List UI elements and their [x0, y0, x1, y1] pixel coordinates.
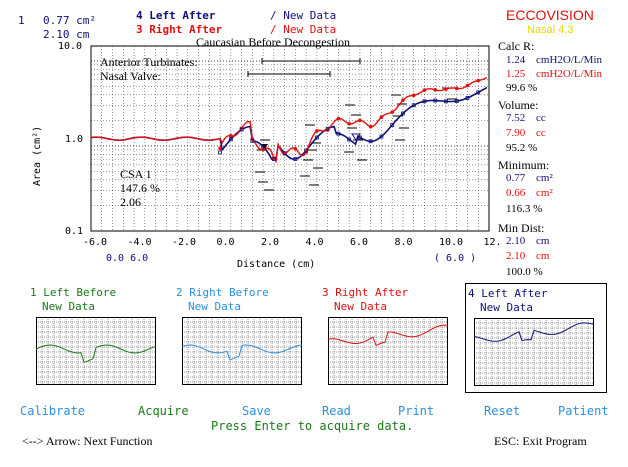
ref-anterior-label: Anterior Turbinates: — [100, 55, 198, 69]
minimum-left-unit: cm² — [536, 172, 553, 184]
tick-marks — [255, 87, 457, 191]
status-prompt: Press Enter to acquire data. — [211, 419, 414, 433]
minimum-pct: 116.3 % — [506, 203, 543, 215]
min-dist-label: Min Dist: — [498, 221, 545, 235]
fkey-read-button[interactable]: Read — [322, 404, 351, 418]
volume-pct: 95.2 % — [506, 142, 538, 154]
plot-series — [90, 76, 488, 164]
calc-r-label: Calc R: — [498, 39, 535, 53]
x-sub-right: ( 6.0 ) — [434, 253, 477, 264]
volume-label: Volume: — [498, 98, 539, 112]
legend-left-after: 4 Left After — [136, 9, 216, 22]
calc-r-left-unit: cmH2O/L/Min — [536, 54, 602, 66]
thumbnail-subtitle: New Data — [188, 300, 241, 313]
calc-r-left: 1.24 — [506, 54, 526, 66]
minimum-left: 0.77 — [506, 172, 526, 184]
x-tick-label: 0.0 — [216, 237, 235, 248]
nav-hint: <--> Arrow: Next Function — [22, 434, 153, 448]
plot-frame — [90, 45, 490, 232]
plot-title: Caucasian Before Decongestion — [196, 35, 350, 49]
legend-right-after: 3 Right After — [136, 23, 223, 36]
thumbnail-title: 4 Left After — [468, 287, 548, 300]
thumbnail-title: 3 Right After — [322, 286, 409, 299]
minimum-right-unit: cm² — [536, 187, 553, 199]
min-dist-left-unit: cm — [536, 235, 550, 247]
legend-new-data-left: / New Data — [270, 9, 337, 22]
y-tick-01: 0.1 — [65, 226, 84, 237]
y-tick-1: 1.0 — [65, 134, 84, 145]
x-tick-label: 4.0 — [305, 237, 324, 248]
fkey-reset-button[interactable]: Reset — [484, 404, 521, 418]
min-dist-pct: 100.0 % — [506, 266, 543, 278]
calc-r-right-unit: cmH2O/L/Min — [536, 68, 602, 80]
csa-pct: 147.6 % — [120, 181, 160, 195]
volume-left-unit: cc — [536, 112, 546, 124]
x-tick-label: 2.0 — [261, 237, 280, 248]
minimum-right: 0.66 — [506, 187, 526, 199]
y-axis-label: Area (cm²) — [32, 125, 43, 186]
calc-r-right: 1.25 — [506, 68, 526, 80]
thumbnail-subtitle: New Data — [42, 300, 95, 313]
min-dist-right-unit: cm — [536, 250, 550, 262]
fkey-calibrate-button[interactable]: Calibrate — [20, 404, 86, 418]
x-tick-label: -6.0 — [83, 237, 108, 248]
scale-top-value: 0.77 cm² — [43, 14, 96, 27]
thumbnail-panel-4[interactable]: 4 Left After New Data — [465, 283, 607, 393]
thumbnail-subtitle: New Data — [334, 300, 387, 313]
fkey-save-button[interactable]: Save — [242, 404, 271, 418]
calc-r-pct: 99.6 % — [506, 82, 538, 94]
app-version: Nasal 4.3 — [527, 24, 574, 36]
x-tick-label: -4.0 — [127, 237, 152, 248]
x-tick-label: 10.0 — [439, 237, 464, 248]
scale-bottom-value: 2.10 cm — [43, 28, 90, 41]
thumbnail-chart — [36, 317, 156, 385]
fkey-print-button[interactable]: Print — [398, 404, 435, 418]
min-dist-left: 2.10 — [506, 235, 526, 247]
csa-value: 2.06 — [120, 195, 141, 209]
x-tick-label: 8.0 — [394, 237, 413, 248]
x-tick-label: 12. — [483, 237, 502, 248]
y-tick-10: 10.0 — [58, 41, 83, 52]
volume-left: 7.52 — [506, 112, 526, 124]
x-sub-left: 0.0 6.0 — [106, 253, 149, 264]
thumbnail-panel-1[interactable]: 1 Left Before New Data — [28, 283, 168, 391]
x-tick-label: 6.0 — [350, 237, 369, 248]
minimum-label: Minimum: — [498, 158, 550, 172]
plot-grid — [90, 46, 489, 231]
x-axis-label: Distance (cm) — [237, 259, 316, 270]
app-name: ECCOVISION — [506, 7, 594, 23]
volume-right: 7.90 — [506, 127, 526, 139]
thumbnail-panel-2[interactable]: 2 Right Before New Data — [174, 283, 314, 391]
reference-bars — [247, 58, 361, 77]
legend-new-data-right: / New Data — [270, 23, 337, 36]
exit-hint: ESC: Exit Program — [494, 434, 587, 448]
thumbnail-title: 1 Left Before — [30, 286, 117, 299]
scale-top-index: 1 — [18, 14, 25, 27]
thumbnail-chart — [328, 317, 448, 385]
thumbnail-chart — [182, 317, 302, 385]
volume-right-unit: cc — [536, 127, 546, 139]
thumbnail-title: 2 Right Before — [176, 286, 269, 299]
fkey-patient-button[interactable]: Patient — [558, 404, 609, 418]
thumbnail-chart — [474, 318, 594, 386]
x-tick-label: -2.0 — [172, 237, 197, 248]
thumbnail-panel-3[interactable]: 3 Right After New Data — [320, 283, 460, 391]
csa-label: CSA 1 — [120, 167, 152, 181]
min-dist-right: 2.10 — [506, 250, 526, 262]
thumbnail-subtitle: New Data — [480, 301, 533, 314]
fkey-acquire-button[interactable]: Acquire — [138, 404, 189, 418]
ref-nasal-valve-label: Nasal Valve: — [100, 69, 161, 83]
